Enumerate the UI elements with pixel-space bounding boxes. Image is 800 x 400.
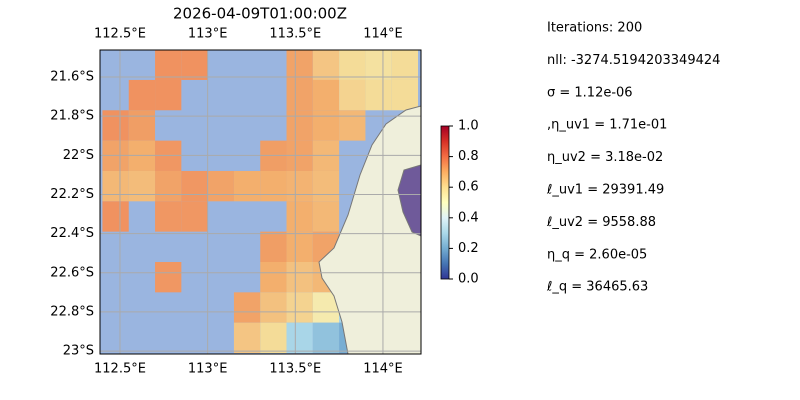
cell <box>391 50 419 80</box>
colorbar-tick-label: 0.0 <box>458 272 479 287</box>
annotation: η_q = 2.60e-05 <box>547 247 647 262</box>
cell <box>365 50 392 80</box>
land <box>318 105 421 354</box>
x-tick-label: 113.5°E <box>269 362 321 377</box>
cell <box>260 231 287 262</box>
annotation: nll: -3274.5194203349424 <box>547 53 720 68</box>
cell <box>391 79 419 111</box>
cell <box>181 170 208 202</box>
cell <box>312 50 340 80</box>
cell <box>260 170 287 202</box>
cell <box>365 79 392 111</box>
cell <box>312 170 340 202</box>
colorbar-tick-label: 0.4 <box>458 210 479 225</box>
cell <box>233 170 261 202</box>
x-tick-label: 114°E <box>363 362 403 377</box>
annotation: η_uv2 = 3.18e-02 <box>547 150 663 165</box>
x-tick-label: 113.5°E <box>269 27 321 42</box>
cell <box>286 170 313 202</box>
x-tick-label: 112.5°E <box>94 362 146 377</box>
y-tick-label: 21.8°S <box>50 109 94 124</box>
cell <box>312 201 340 232</box>
cell <box>155 261 182 293</box>
cell <box>128 110 156 141</box>
colorbar-tick-label: 0.6 <box>458 180 479 195</box>
x-tick-label: 112.5°E <box>94 27 146 42</box>
y-tick-label: 22.4°S <box>50 226 94 241</box>
colorbar-tick-label: 1.0 <box>458 119 479 134</box>
annotation: ℓ_q = 36465.63 <box>546 280 648 295</box>
annotation: Iterations: 200 <box>547 21 642 36</box>
cell <box>155 201 182 232</box>
cell <box>286 261 313 293</box>
cell <box>233 292 261 323</box>
y-tick-label: 22.8°S <box>50 304 94 319</box>
colorbar <box>440 125 450 280</box>
cell <box>155 79 182 111</box>
cell <box>260 292 287 323</box>
cell <box>181 50 208 80</box>
x-tick-label: 113°E <box>188 362 228 377</box>
x-tick-label: 113°E <box>188 27 228 42</box>
annotation: ℓ_uv1 = 29391.49 <box>546 183 664 198</box>
cell <box>312 110 340 141</box>
cell <box>339 110 366 141</box>
cell <box>286 50 313 80</box>
cell <box>286 201 313 232</box>
cell <box>181 201 208 232</box>
cell <box>286 231 313 262</box>
chart-title: 2026-04-09T01:00:00Z <box>173 5 347 23</box>
map-area <box>100 50 421 354</box>
cell <box>233 322 261 354</box>
cell <box>155 170 182 202</box>
annotation: ℓ_uv2 = 9558.88 <box>546 215 656 230</box>
cell <box>339 79 366 111</box>
cell <box>286 79 313 111</box>
axes-frame <box>99 49 422 355</box>
cell <box>339 50 366 80</box>
annotation: σ = 1.12e-06 <box>547 85 633 100</box>
cell <box>207 170 234 202</box>
cell <box>312 322 340 354</box>
annotation: ,η_uv1 = 1.71e-01 <box>547 118 667 133</box>
cell <box>286 110 313 141</box>
colorbar-ticks: 0.0 0.2 0.4 0.6 0.8 1.0 <box>449 119 479 287</box>
cell <box>128 170 156 202</box>
cell <box>286 322 313 354</box>
cell <box>312 79 340 111</box>
x-tick-label: 114°E <box>363 27 403 42</box>
y-tick-label: 23°S <box>63 344 94 359</box>
cell <box>155 50 182 80</box>
cell <box>102 170 129 202</box>
cell <box>128 79 156 111</box>
colorbar-tick-label: 0.2 <box>458 241 479 256</box>
y-tick-label: 21.6°S <box>50 70 94 85</box>
y-tick-label: 22.6°S <box>50 265 94 280</box>
inlet <box>397 164 421 237</box>
cell <box>102 201 129 232</box>
cell <box>286 292 313 323</box>
colorbar-tick-label: 0.8 <box>458 149 479 164</box>
annotations: Iterations: 200 nll: -3274.5194203349424 σ… <box>546 21 720 295</box>
y-tick-label: 22.2°S <box>50 187 94 202</box>
cell <box>260 261 287 293</box>
cell <box>260 322 287 354</box>
y-tick-label: 22°S <box>63 148 94 163</box>
cell <box>102 110 129 141</box>
